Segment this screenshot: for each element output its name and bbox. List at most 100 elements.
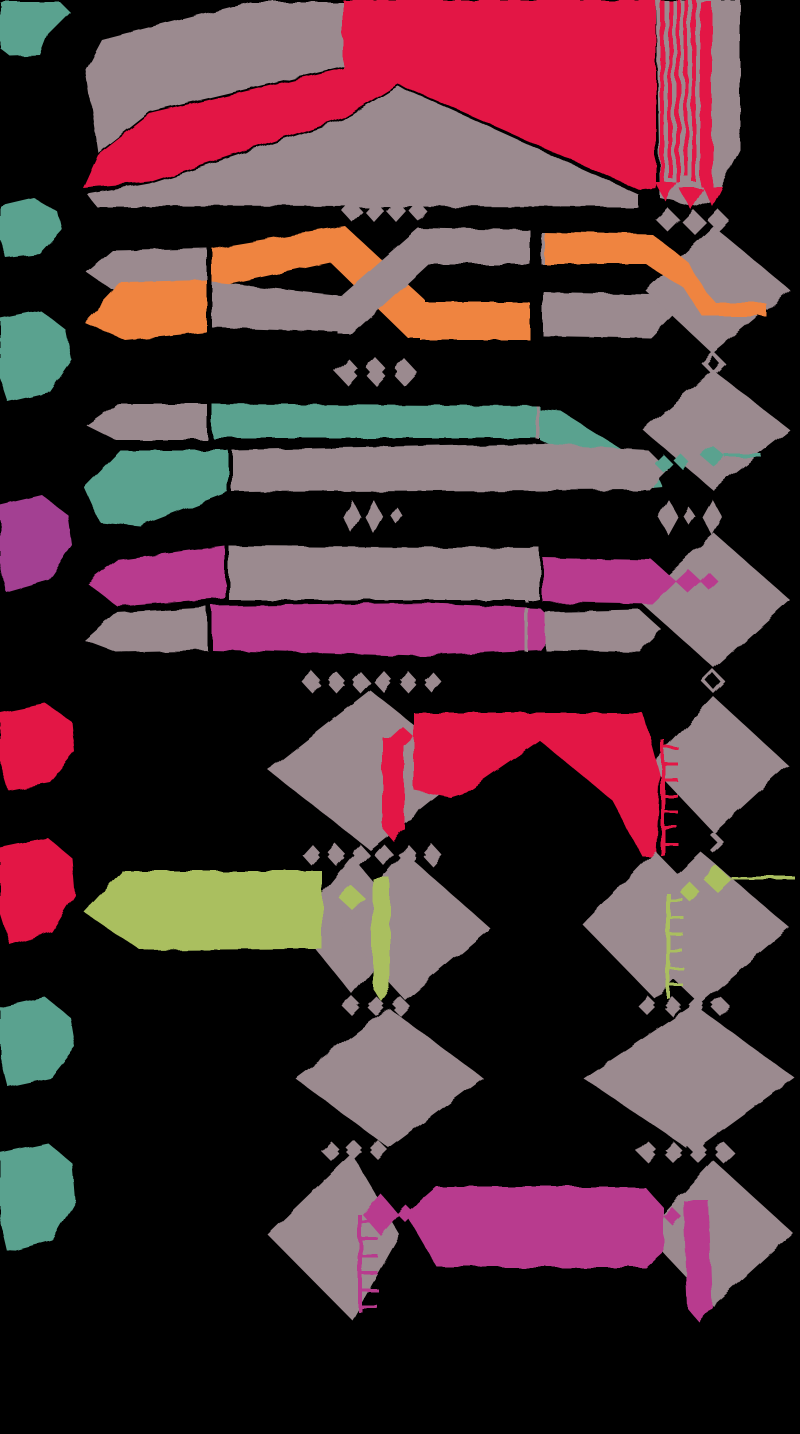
- row6-olive-bridge-diamond: [339, 886, 365, 910]
- waist1-mid-diamond: [364, 200, 384, 222]
- shape-layer: [0, 0, 795, 1322]
- waist2-mid-diamond: [391, 358, 417, 386]
- waist7-mid-diamond: [320, 1140, 340, 1160]
- waist2-mid-diamond: [363, 358, 389, 386]
- row8-magenta-bridge-diamond: [663, 1207, 681, 1225]
- waist6-right-hole: [654, 1000, 666, 1012]
- waist7-mid-diamond: [344, 1140, 364, 1160]
- row8-node-diamond: [645, 1160, 793, 1306]
- left-node-5: [0, 703, 75, 790]
- left-node-2: [0, 198, 62, 258]
- row4-magenta-lane-right: [543, 558, 676, 604]
- left-node-6: [0, 838, 75, 945]
- waist6-mid-diamond: [366, 996, 386, 1016]
- row3-segment-gap: [228, 450, 232, 492]
- waist5-mid-diamond: [374, 844, 394, 866]
- waist6-mid-hole: [382, 1000, 394, 1012]
- waist1-right-diamond: [707, 209, 729, 231]
- waist2-mid-hole: [354, 363, 370, 381]
- waist1-right-diamond: [682, 210, 706, 234]
- waist1-mid-diamond: [386, 200, 406, 222]
- row1-red-stripe: [676, 0, 680, 182]
- row2-gray-lane-right: [543, 292, 672, 338]
- waist7-right-diamond: [712, 1141, 734, 1163]
- waist4-right-hole: [706, 673, 720, 689]
- row4-magenta-terminal-diamond: [700, 572, 718, 590]
- row1-red-stripe: [692, 0, 696, 182]
- waist6-right-hole: [702, 1000, 714, 1012]
- row4-gray-lane-right: [545, 610, 662, 652]
- row1-gray-top-wedge: [86, 2, 343, 153]
- waist2-mid-diamond: [335, 358, 361, 386]
- waist5-mid-hole: [414, 848, 426, 862]
- row5-red-vertical-band: [382, 737, 404, 841]
- waist4-mid-diamond: [350, 671, 370, 693]
- waist5-mid-hole: [318, 848, 330, 862]
- row3-teal-lane-tip: [84, 450, 228, 526]
- row1-red-arrowhead: [679, 188, 703, 210]
- waist7-right-hole: [653, 1145, 667, 1159]
- left-node-8: [0, 1143, 75, 1252]
- waist6-mid-diamond: [342, 996, 362, 1016]
- row5-node-diamond: [650, 697, 788, 833]
- row3-segment-gap: [207, 404, 211, 440]
- waist4-mid-hole: [390, 675, 402, 689]
- left-node-3: [0, 310, 72, 402]
- row2-segment-gap: [207, 248, 211, 292]
- row3-segment-line: [536, 406, 539, 439]
- waist3-fleur-small: [390, 506, 402, 524]
- row1-gray-under-wedge: [88, 86, 638, 207]
- row2-segment-gap: [207, 280, 211, 332]
- waist4-mid-diamond: [398, 671, 418, 693]
- row2-orange-lane-tip: [84, 280, 207, 340]
- waist4-mid-diamond: [374, 671, 394, 693]
- row3-gray-lane-left: [86, 404, 207, 440]
- waist4-mid-hole: [414, 675, 426, 689]
- row2-segment-line: [541, 232, 544, 264]
- row8-magenta-vertical-strip: [683, 1200, 712, 1322]
- row4-magenta-terminal-diamond: [675, 569, 701, 593]
- row4-magenta-lane-left: [87, 546, 225, 606]
- row2-orange-lane-flat: [420, 302, 530, 340]
- waist4-mid-hole: [342, 675, 354, 689]
- waist7-right-diamond: [662, 1141, 684, 1163]
- waist7-mid-hole: [360, 1144, 372, 1156]
- row8-mid-node-diamond: [268, 1154, 400, 1320]
- waist1-mid-diamond: [409, 201, 427, 221]
- waist6-right-diamond: [710, 996, 730, 1016]
- waist6-right-diamond: [638, 996, 658, 1016]
- row4-gray-lane-mid: [229, 546, 540, 600]
- row6-olive-terminal-diamond: [680, 882, 700, 902]
- row4-node-diamond: [638, 533, 790, 668]
- row2-segment-line: [525, 232, 528, 264]
- row4-magenta-lane-bottom: [212, 603, 558, 656]
- waist7-mid-diamond: [368, 1140, 388, 1160]
- row1-red-stripe: [668, 0, 672, 178]
- waist4-mid-diamond: [326, 671, 346, 693]
- row1-red-arrowhead: [702, 186, 722, 206]
- row1-red-stripe: [684, 0, 688, 176]
- waist5-mid-diamond: [326, 844, 346, 866]
- waist7-right-diamond: [687, 1141, 709, 1163]
- waist5-right-hole: [701, 834, 717, 850]
- row3-teal-lane-mid: [212, 404, 540, 438]
- waist3-fleur: [343, 500, 361, 534]
- row6-node-diamond: [620, 851, 790, 1004]
- row4-magenta-terminal-diamond: [658, 573, 674, 589]
- row4-segment-gap: [207, 607, 211, 652]
- row1-red-ribbon: [83, 0, 656, 190]
- row1-red-stripe: [660, 0, 664, 182]
- row7-node-diamond: [583, 1004, 795, 1152]
- waist6-mid-diamond: [390, 996, 410, 1016]
- waist3-fleur: [365, 500, 383, 534]
- waist2-mid-hole: [382, 363, 398, 381]
- row6-olive-vertical-strip: [372, 878, 390, 1001]
- left-node-1: [0, 2, 70, 56]
- left-node-4: [0, 495, 72, 592]
- waist4-mid-diamond: [422, 671, 442, 693]
- row8-magenta-diamond: [363, 1194, 399, 1236]
- row6-olive-terminal-diamond: [703, 866, 731, 892]
- row4-segment-gap: [225, 546, 229, 600]
